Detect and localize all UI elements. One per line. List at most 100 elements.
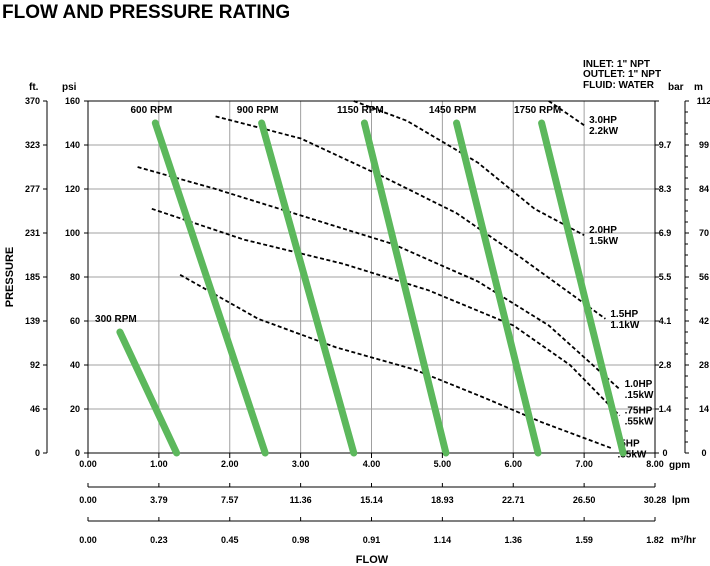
rpm-line-5 <box>538 119 627 457</box>
lpm-tick-label: 3.79 <box>150 495 168 505</box>
m3hr-tick-label: 1.59 <box>575 535 593 545</box>
ft-tick-label: 185 <box>25 272 40 282</box>
psi-tick-label: 40 <box>70 360 80 370</box>
psi-tick-label: 100 <box>65 228 80 238</box>
m-tick-label: 0 <box>701 448 706 458</box>
bar-tick-label: 1.4 <box>659 404 672 414</box>
rpm-line-0 <box>116 328 181 457</box>
rpm-label-1: 600 RPM <box>130 105 172 116</box>
m-tick-label: 28 <box>699 360 709 370</box>
power-curve-2 <box>215 115 606 320</box>
power-label-kw: .55kW <box>625 417 654 428</box>
m3hr-unit-label: m³/hr <box>671 535 696 546</box>
rpm-label-5: 1750 RPM <box>514 105 561 116</box>
rpm-line-3 <box>360 119 450 457</box>
rpm-label-4: 1450 RPM <box>429 105 476 116</box>
m-tick-label: 70 <box>699 228 709 238</box>
m3hr-tick-label: 0.91 <box>363 535 381 545</box>
lpm-tick-label: 22.71 <box>502 495 525 505</box>
spec-inlet: INLET: 1" NPT <box>583 59 650 70</box>
gpm-tick-label: 2.00 <box>221 459 239 469</box>
lpm-tick-label: 7.57 <box>221 495 239 505</box>
x-axis-title: FLOW <box>356 554 389 566</box>
m-tick-label: 99 <box>699 140 709 150</box>
bar-tick-label: 8.3 <box>659 184 672 194</box>
ft-tick-label: 92 <box>30 360 40 370</box>
power-label-hp: 3.0HP <box>589 115 617 126</box>
power-label-kw: .55kW <box>617 450 646 461</box>
power-label-kw: 1.5kW <box>589 236 618 247</box>
gpm-unit-label: gpm <box>669 460 690 471</box>
ft-tick-label: 231 <box>25 228 40 238</box>
gpm-tick-label: 7.00 <box>575 459 593 469</box>
bar-tick-label: 2.8 <box>659 360 672 370</box>
m-tick-label: 112 <box>697 96 710 106</box>
psi-tick-label: 160 <box>65 96 80 106</box>
y-axis-title: PRESSURE <box>4 247 16 308</box>
spec-fluid: FLUID: WATER <box>583 80 655 91</box>
psi-tick-label: 0 <box>75 448 80 458</box>
lpm-tick-label: 11.36 <box>290 495 312 505</box>
m-tick-label: 42 <box>699 316 709 326</box>
m3hr-tick-label: 1.82 <box>646 535 664 545</box>
lpm-tick-label: 15.14 <box>360 495 383 505</box>
lpm-tick-label: 0.00 <box>79 495 97 505</box>
psi-tick-label: 20 <box>70 404 80 414</box>
bar-tick-label: 4.1 <box>659 316 672 326</box>
bar-tick-label: 9.7 <box>659 140 672 150</box>
psi-tick-label: 60 <box>70 316 80 326</box>
gpm-tick-label: 0.00 <box>79 459 97 469</box>
power-curve-0 <box>548 100 585 126</box>
psi-tick-label: 120 <box>65 184 80 194</box>
ft-tick-label: 0 <box>35 448 40 458</box>
rpm-label-2: 900 RPM <box>237 105 279 116</box>
power-label-hp: 2.0HP <box>589 225 617 236</box>
power-label-3: 1.0HP.15kW <box>625 379 654 401</box>
rpm-label-0: 300 RPM <box>95 314 137 325</box>
rpm-line-1 <box>151 119 269 457</box>
lpm-tick-label: 26.50 <box>573 495 596 505</box>
rpm-line-4 <box>453 119 542 457</box>
gpm-tick-label: 5.00 <box>434 459 452 469</box>
power-curve-1 <box>353 100 585 236</box>
gpm-tick-label: 3.00 <box>292 459 310 469</box>
m3hr-tick-label: 1.14 <box>434 535 452 545</box>
power-curve-5 <box>179 274 613 450</box>
gpm-tick-label: 1.00 <box>150 459 168 469</box>
lpm-tick-label: 18.93 <box>431 495 454 505</box>
psi-tick-label: 80 <box>70 272 80 282</box>
power-label-kw: .15kW <box>625 390 654 401</box>
gpm-tick-label: 8.00 <box>646 459 664 469</box>
power-label-hp: .5HP <box>617 439 640 450</box>
rpm-line-2 <box>258 119 358 457</box>
m3hr-tick-label: 0.45 <box>221 535 239 545</box>
m-tick-label: 14 <box>699 404 709 414</box>
chart-title: FLOW AND PRESSURE RATING <box>2 2 290 23</box>
m-tick-label: 84 <box>699 184 709 194</box>
bar-tick-label: 5.5 <box>659 272 672 282</box>
rpm-label-3: 1150 RPM <box>337 105 384 116</box>
power-label-5: .5HP.55kW <box>617 439 646 461</box>
gpm-tick-label: 4.00 <box>363 459 381 469</box>
spec-block: INLET: 1" NPT OUTLET: 1" NPT FLUID: WATE… <box>583 59 661 91</box>
ft-tick-label: 370 <box>25 96 40 106</box>
power-label-4: .75HP.55kW <box>625 406 654 428</box>
ft-tick-label: 323 <box>25 140 40 150</box>
bar-unit-label: bar <box>668 82 684 93</box>
m3hr-tick-label: 1.36 <box>504 535 522 545</box>
psi-tick-label: 140 <box>65 140 80 150</box>
m-unit-label: m <box>694 82 703 93</box>
lpm-tick-label: 30.28 <box>644 495 667 505</box>
ft-tick-label: 277 <box>25 184 40 194</box>
power-label-kw: 2.2kW <box>589 126 618 137</box>
m3hr-tick-label: 0.98 <box>292 535 310 545</box>
lpm-unit-label: lpm <box>672 495 690 506</box>
power-label-hp: .75HP <box>625 406 653 417</box>
power-label-kw: 1.1kW <box>610 320 639 331</box>
